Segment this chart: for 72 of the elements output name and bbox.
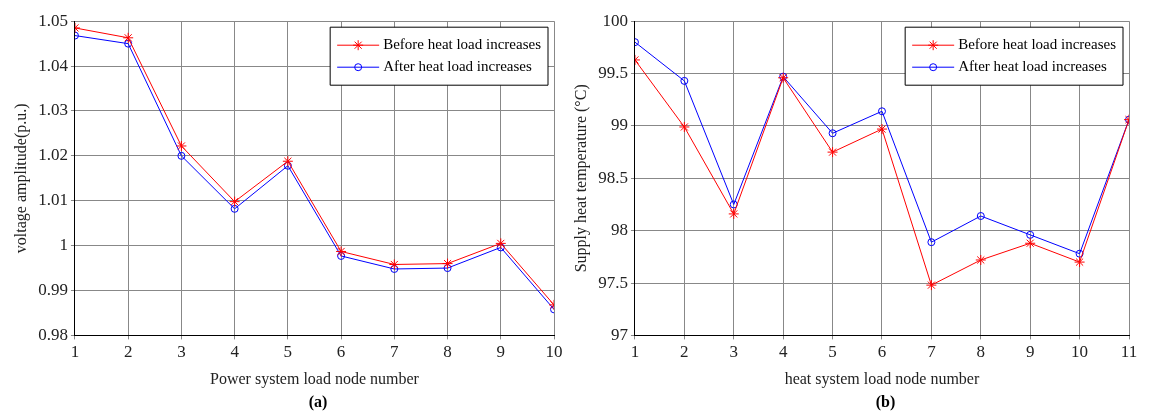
x-tick-label: 10: [545, 342, 563, 362]
point: [1074, 256, 1086, 268]
point: [1075, 249, 1084, 258]
y-tick-label: 1.01: [38, 190, 68, 210]
point: [876, 123, 888, 135]
point: [678, 121, 690, 133]
x-tick-label: 5: [828, 342, 837, 362]
point: [282, 155, 294, 167]
point: [728, 208, 740, 220]
y-tick-label: 1.03: [38, 100, 68, 120]
x-tick-label: 5: [283, 342, 293, 362]
y-tick-label: 0.99: [38, 279, 68, 299]
point: [729, 200, 738, 209]
y-tick-label: 0.98: [38, 324, 68, 344]
y-tick-label: 98.5: [598, 167, 628, 187]
x-tick-label: 7: [927, 342, 937, 362]
point: [122, 32, 134, 44]
point: [877, 107, 886, 116]
x-axis-title: Power system load node number: [210, 369, 420, 388]
point: [443, 264, 452, 273]
y-tick-label: 98: [610, 220, 628, 240]
x-tick-label: 8: [976, 342, 986, 362]
point: [335, 245, 347, 257]
point: [495, 237, 507, 249]
x-tick-label: 3: [177, 342, 186, 362]
y-tick-label: 99.5: [598, 63, 628, 83]
point: [442, 258, 454, 270]
point: [1026, 230, 1035, 239]
x-tick-label: 4: [778, 342, 788, 362]
text: (a): [307, 393, 329, 411]
text: (b): [874, 393, 897, 411]
y-tick-label: 97: [610, 324, 629, 344]
y-axis-title: Supply heat temperature (°C): [571, 84, 590, 273]
y-tick-label: 1.04: [38, 55, 69, 75]
point: [388, 258, 400, 270]
x-axis-title: heat system load node number: [784, 369, 980, 388]
point: [229, 196, 241, 208]
y-tick-label: 1: [59, 235, 68, 255]
point: [827, 146, 839, 158]
x-tick-label: 9: [496, 342, 506, 362]
point: [927, 238, 936, 247]
y-tick-label: 99: [610, 115, 628, 135]
y-tick-label: 1.02: [38, 145, 68, 165]
point: [177, 151, 186, 160]
point: [175, 140, 187, 152]
x-tick-label: 6: [336, 342, 346, 362]
point: [925, 279, 937, 291]
point: [975, 254, 987, 266]
x-tick-label: 7: [390, 342, 400, 362]
point: [680, 76, 689, 85]
x-tick-label: 2: [123, 342, 133, 362]
legend-label: Before heat load increases: [383, 36, 542, 53]
point: [124, 39, 133, 48]
legend-label: Before heat load increases: [958, 36, 1117, 53]
legend-label: After heat load increases: [383, 58, 532, 75]
point: [230, 204, 239, 213]
y-tick-label: 100: [602, 10, 628, 30]
x-tick-label: 8: [443, 342, 452, 362]
x-tick-label: 9: [1025, 342, 1035, 362]
point: [828, 129, 837, 138]
x-tick-label: 3: [729, 342, 739, 362]
y-tick-label: 97.5: [598, 272, 628, 292]
x-tick-label: 10: [1071, 342, 1089, 362]
point: [976, 212, 985, 220]
y-axis-title: voltage amplitude(p.u.): [11, 103, 30, 254]
x-tick-label: 6: [877, 342, 887, 362]
x-tick-label: 11: [1120, 342, 1138, 362]
legend-label: After heat load increases: [958, 58, 1107, 75]
y-tick-label: 1.05: [38, 10, 68, 30]
point: [1024, 237, 1036, 249]
x-tick-label: 4: [230, 342, 240, 362]
x-tick-label: 2: [680, 342, 689, 362]
